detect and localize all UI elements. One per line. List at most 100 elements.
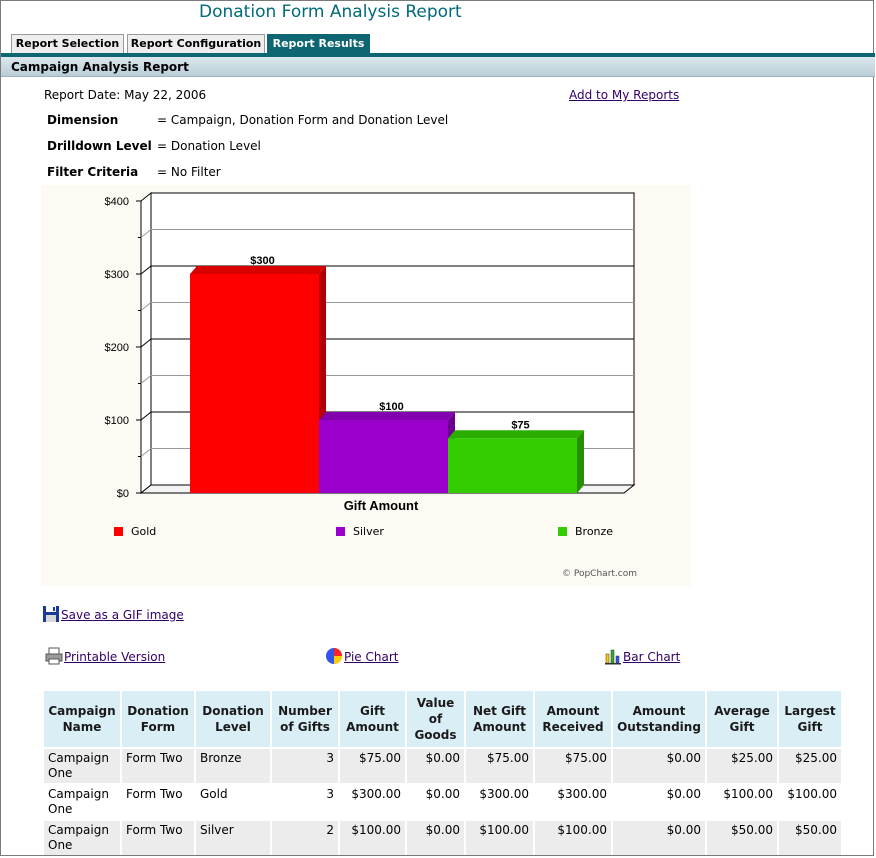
meta-row-drilldown: Drilldown Level = Donation Level — [47, 139, 261, 153]
tab-report-selection[interactable]: Report Selection — [11, 34, 124, 54]
table-cell: $50.00 — [707, 821, 777, 855]
table-cell: Silver — [196, 821, 270, 855]
column-header: Amount Outstanding — [613, 691, 705, 747]
y-tick-label: $200 — [105, 342, 129, 354]
y-tick-label: $300 — [105, 269, 129, 281]
printable-version-link[interactable]: Printable Version — [64, 650, 166, 664]
table-cell: $75.00 — [535, 749, 611, 783]
table-cell: Form Two — [122, 749, 194, 783]
legend-item-bronze: Bronze — [558, 525, 613, 538]
table-cell: $300.00 — [466, 785, 533, 819]
data-label: $100 — [379, 401, 403, 413]
legend-label: Silver — [353, 525, 384, 538]
chart-credit: © PopChart.com — [562, 569, 638, 579]
bar-side-bronze — [577, 430, 584, 493]
gridline-side — [140, 229, 152, 238]
pie-chart-icon[interactable] — [325, 647, 343, 665]
data-label: $300 — [250, 255, 274, 267]
table-cell: $300.00 — [340, 785, 405, 819]
table-cell: Gold — [196, 785, 270, 819]
legend-item-gold: Gold — [114, 525, 156, 538]
table-cell: $100.00 — [535, 821, 611, 855]
gridline-side — [140, 302, 152, 311]
y-tick-label: $400 — [105, 196, 129, 208]
table-cell: $100.00 — [707, 785, 777, 819]
table-cell: $300.00 — [535, 785, 611, 819]
table-cell: $75.00 — [466, 749, 533, 783]
bar-silver — [319, 420, 448, 493]
pie-chart-link[interactable]: Pie Chart — [344, 650, 399, 664]
bar-bronze — [448, 438, 577, 493]
legend-label: Bronze — [575, 525, 614, 538]
data-label: $75 — [511, 419, 529, 431]
legend-swatch — [336, 527, 345, 536]
x-axis-label: Gift Amount — [344, 498, 419, 513]
tab-report-results[interactable]: Report Results — [267, 34, 370, 54]
table-cell: $0.00 — [407, 749, 464, 783]
page-title: Donation Form Analysis Report — [199, 2, 462, 22]
gridline-side — [140, 265, 152, 275]
meta-value: = No Filter — [157, 165, 221, 179]
table-cell: $100.00 — [466, 821, 533, 855]
legend-label: Gold — [131, 525, 157, 538]
save-gif-link[interactable]: Save as a GIF image — [61, 608, 184, 622]
results-table: Campaign Name Donation Form Donation Lev… — [42, 689, 843, 857]
table-cell: Form Two — [122, 785, 194, 819]
printer-icon[interactable] — [45, 647, 63, 665]
table-cell: $0.00 — [613, 749, 705, 783]
gridline-side — [140, 411, 152, 421]
table-row: Campaign One Form Two Silver 2 $100.00 $… — [44, 821, 841, 855]
column-header: Donation Form — [122, 691, 194, 747]
meta-row-dimension: Dimension = Campaign, Donation Form and D… — [47, 113, 448, 127]
table-cell: $0.00 — [613, 821, 705, 855]
table-cell: $75.00 — [340, 749, 405, 783]
legend-item-silver: Silver — [336, 525, 384, 538]
table-cell: $0.00 — [613, 785, 705, 819]
table-row: Campaign One Form Two Gold 3 $300.00 $0.… — [44, 785, 841, 819]
table-cell: Campaign One — [44, 821, 120, 855]
table-row: Campaign One Form Two Bronze 3 $75.00 $0… — [44, 749, 841, 783]
gridline-side — [140, 375, 152, 384]
table-cell: $100.00 — [340, 821, 405, 855]
meta-label: Filter Criteria — [47, 165, 139, 179]
bar-top-bronze — [448, 430, 584, 439]
table-cell: $25.00 — [707, 749, 777, 783]
gridline-side — [140, 338, 152, 348]
table-cell: Campaign One — [44, 749, 120, 783]
table-cell: $0.00 — [407, 785, 464, 819]
section-header: Campaign Analysis Report — [1, 57, 875, 77]
table-cell: 2 — [272, 821, 338, 855]
table-cell: $25.00 — [779, 749, 841, 783]
column-header: Largest Gift — [779, 691, 841, 747]
gridline-side — [140, 448, 152, 457]
column-header: Number of Gifts — [272, 691, 338, 747]
legend-swatch — [114, 527, 123, 536]
bar-gold — [190, 274, 319, 493]
tab-report-configuration[interactable]: Report Configuration — [127, 34, 265, 54]
table-cell: Campaign One — [44, 785, 120, 819]
meta-value: = Campaign, Donation Form and Donation L… — [157, 113, 449, 127]
table-cell: $100.00 — [779, 785, 841, 819]
bar-chart-icon[interactable] — [604, 647, 622, 665]
column-header: Value of Goods — [407, 691, 464, 747]
column-header: Gift Amount — [340, 691, 405, 747]
report-date: Report Date: May 22, 2006 — [44, 88, 207, 102]
tab-bar-underline — [1, 53, 875, 57]
meta-row-filter: Filter Criteria = No Filter — [47, 165, 221, 179]
bar-chart: $0 $100 $200 $300 $400 $300 $100 $75 Gift Amount… — [41, 185, 691, 586]
add-to-my-reports-link[interactable]: Add to My Reports — [569, 88, 680, 102]
table-cell: Bronze — [196, 749, 270, 783]
bar-chart-link[interactable]: Bar Chart — [623, 650, 681, 664]
chart-canvas: $0 $100 $200 $300 $400 $300 $100 $75 Gift Amount — [105, 191, 636, 513]
column-header: Amount Received — [535, 691, 611, 747]
table-cell: 3 — [272, 785, 338, 819]
column-header: Donation Level — [196, 691, 270, 747]
table-cell: Form Two — [122, 821, 194, 855]
table-cell: $50.00 — [779, 821, 841, 855]
legend-swatch — [558, 527, 567, 536]
floppy-disk-icon[interactable] — [42, 605, 60, 623]
meta-value: = Donation Level — [157, 139, 261, 153]
bar-top-gold — [190, 266, 326, 274]
table-cell: $0.00 — [407, 821, 464, 855]
